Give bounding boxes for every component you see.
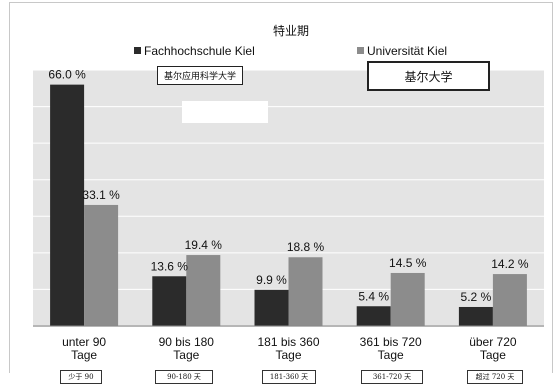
value-label-fh-0: 66.0 % bbox=[48, 68, 86, 82]
bar-fh-0 bbox=[50, 84, 85, 326]
chart-title: 特业期 bbox=[273, 23, 309, 38]
bars bbox=[50, 84, 527, 326]
category-label-3: 361 bis 720 Tage bbox=[360, 335, 422, 362]
bar-uni-3 bbox=[390, 272, 425, 326]
bar-uni-1 bbox=[186, 255, 221, 326]
bar-uni-0 bbox=[84, 204, 119, 326]
category-chinese-0: 少于 90 bbox=[60, 370, 102, 384]
category-chinese-2: 181-360 天 bbox=[262, 370, 316, 384]
legend-label-uni: Universität Kiel bbox=[367, 44, 447, 58]
annotation-uni-chinese: 基尔大学 bbox=[367, 61, 490, 91]
value-label-fh-4: 5.2 % bbox=[461, 290, 492, 304]
bar-fh-1 bbox=[152, 276, 187, 326]
category-chinese-1: 90-180 天 bbox=[155, 370, 213, 384]
value-labels: 66.0 % 33.1 % 13.6 % 19.4 % 9.9 % 18.8 % 5.4 %… bbox=[48, 68, 528, 304]
legend-swatch-fh bbox=[134, 47, 141, 54]
value-label-uni-2: 18.8 % bbox=[287, 240, 325, 254]
annotation-fh-chinese: 基尔应用科学大学 bbox=[157, 66, 243, 85]
value-label-uni-0: 33.1 % bbox=[82, 188, 120, 202]
category-labels: unter 90 Tage 90 bis 180 Tage 181 bis 360 Tag… bbox=[62, 335, 517, 362]
value-label-fh-2: 9.9 % bbox=[256, 273, 287, 287]
category-label-0: unter 90 Tage bbox=[62, 335, 106, 362]
bar-uni-2 bbox=[288, 257, 323, 326]
white-patch bbox=[182, 101, 268, 123]
category-label-1: 90 bis 180 Tage bbox=[159, 335, 215, 362]
bar-fh-4 bbox=[458, 306, 493, 326]
category-chinese-4: 超过 720 天 bbox=[467, 370, 523, 384]
value-label-uni-4: 14.2 % bbox=[491, 257, 529, 271]
category-chinese-3: 361-720 天 bbox=[361, 370, 423, 384]
bar-fh-2 bbox=[254, 289, 289, 326]
value-label-fh-1: 13.6 % bbox=[151, 259, 189, 273]
category-label-4: über 720 Tage bbox=[469, 335, 517, 362]
bar-fh-3 bbox=[356, 306, 391, 326]
value-label-uni-3: 14.5 % bbox=[389, 256, 427, 270]
category-label-2: 181 bis 360 Tage bbox=[257, 335, 319, 362]
legend-label-fh: Fachhochschule Kiel bbox=[144, 44, 255, 58]
value-label-fh-3: 5.4 % bbox=[358, 289, 389, 303]
bar-uni-4 bbox=[492, 274, 527, 326]
legend-swatch-uni bbox=[357, 47, 364, 54]
value-label-uni-1: 19.4 % bbox=[185, 238, 223, 252]
